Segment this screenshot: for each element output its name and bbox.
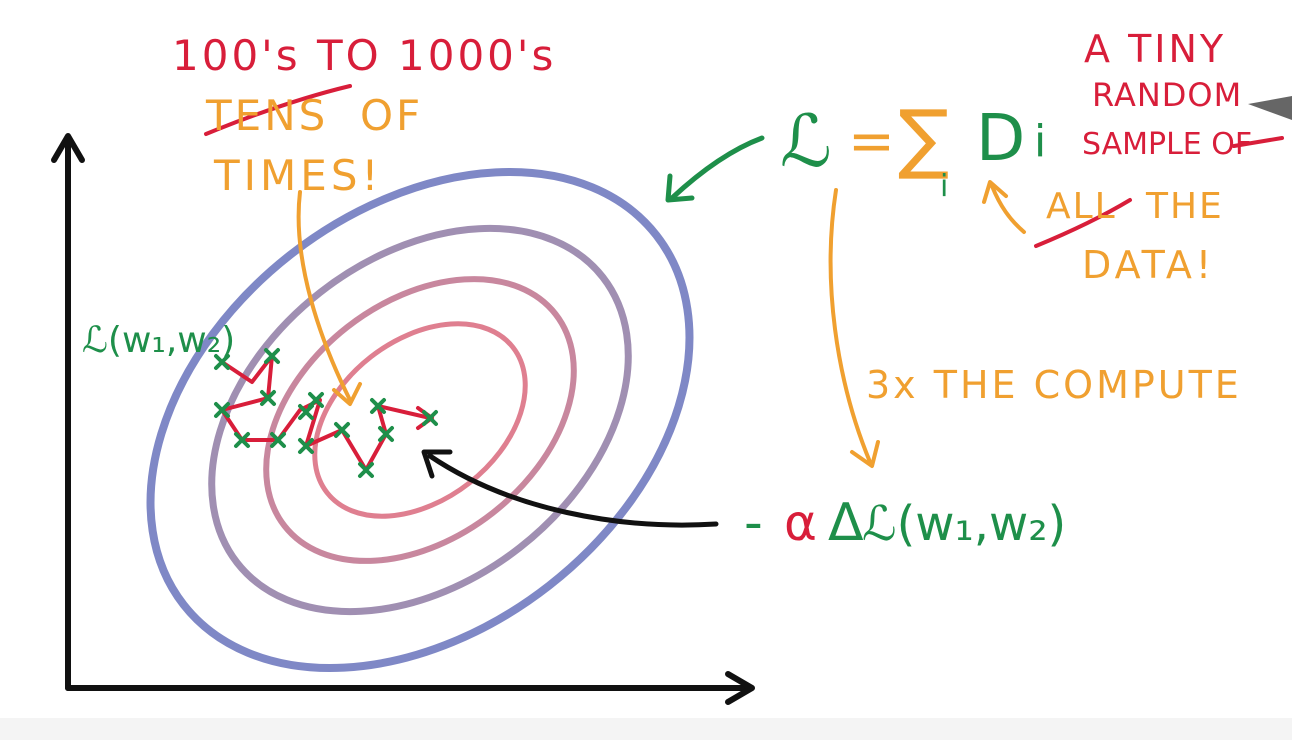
x-marker-icon [270,432,286,448]
times-arrow-head-icon [332,382,362,406]
loss-arrow [665,135,765,203]
x-marker-icon [264,348,280,364]
bottom-strip [0,718,1292,740]
compute-label: 3x THE COMPUTE [866,363,1242,407]
x-marker-icon [334,422,350,438]
sum-subscript: i [1034,116,1046,167]
x-marker-icon [308,392,324,408]
hundreds-to-thousands-label: 100's TO 1000's [172,31,556,80]
of-label: OF [360,91,423,140]
contour-ring-4 [312,321,528,519]
x-marker-icon [214,402,230,418]
gradient-delta: Δ [828,493,864,553]
y-axis-arrow-icon [51,133,85,163]
x-marker-icon [298,438,314,454]
x-marker-icon [260,390,276,406]
equals-sign: = [848,109,895,174]
tens-label: TENS [205,91,328,140]
tiny-label-line1: A TINY [1084,27,1226,71]
x-marker-icon [378,426,394,442]
gradient-alpha: α [784,494,817,552]
sum-term: D [976,102,1025,176]
tens-strike [204,84,352,136]
data-arrow-head-icon [982,180,1008,204]
sgd-markers [214,348,438,478]
the-label: THE [1145,186,1224,227]
contour-ring-1 [146,168,694,672]
strike-lines [204,84,1284,248]
loss-arrow-head-icon [665,173,695,203]
data-label: DATA! [1082,243,1215,287]
x-axis-arrow-icon [725,671,755,705]
gradient-minus: - [744,493,763,553]
tiny-label-line3: SAMPLE OF [1082,127,1252,162]
x-marker-icon [358,462,374,478]
x-marker-icon [370,398,386,414]
x-marker-icon [214,354,230,370]
tiny-label-line2: RANDOM [1092,76,1242,114]
times-arrow [296,190,362,406]
compute-arrow-head-icon [850,440,880,468]
axes [51,133,755,705]
loss-symbol: ℒ [780,99,832,183]
of-strike [1232,136,1284,148]
contour-ring-3 [263,276,577,564]
x-marker-icon [234,432,250,448]
contour-ring-2 [208,224,632,616]
sum-sigma: ∑ [898,93,949,182]
loss-of-weights-label: ℒ(w₁,w₂) [82,320,235,361]
times-label: TIMES! [213,151,382,200]
all-strike [1034,198,1132,248]
pen-tip-icon [1248,96,1292,120]
contour-rings [146,168,694,672]
gradient-arrow-head-icon [421,449,453,479]
gradient-term: ℒ(w₁,w₂) [862,496,1066,552]
x-marker-icon [422,410,438,426]
compute-arrow [828,188,880,468]
sum-index: i [940,169,948,204]
gradient-arrow [421,449,719,528]
all-label: ALL [1046,186,1117,227]
data-arrow [982,180,1026,234]
